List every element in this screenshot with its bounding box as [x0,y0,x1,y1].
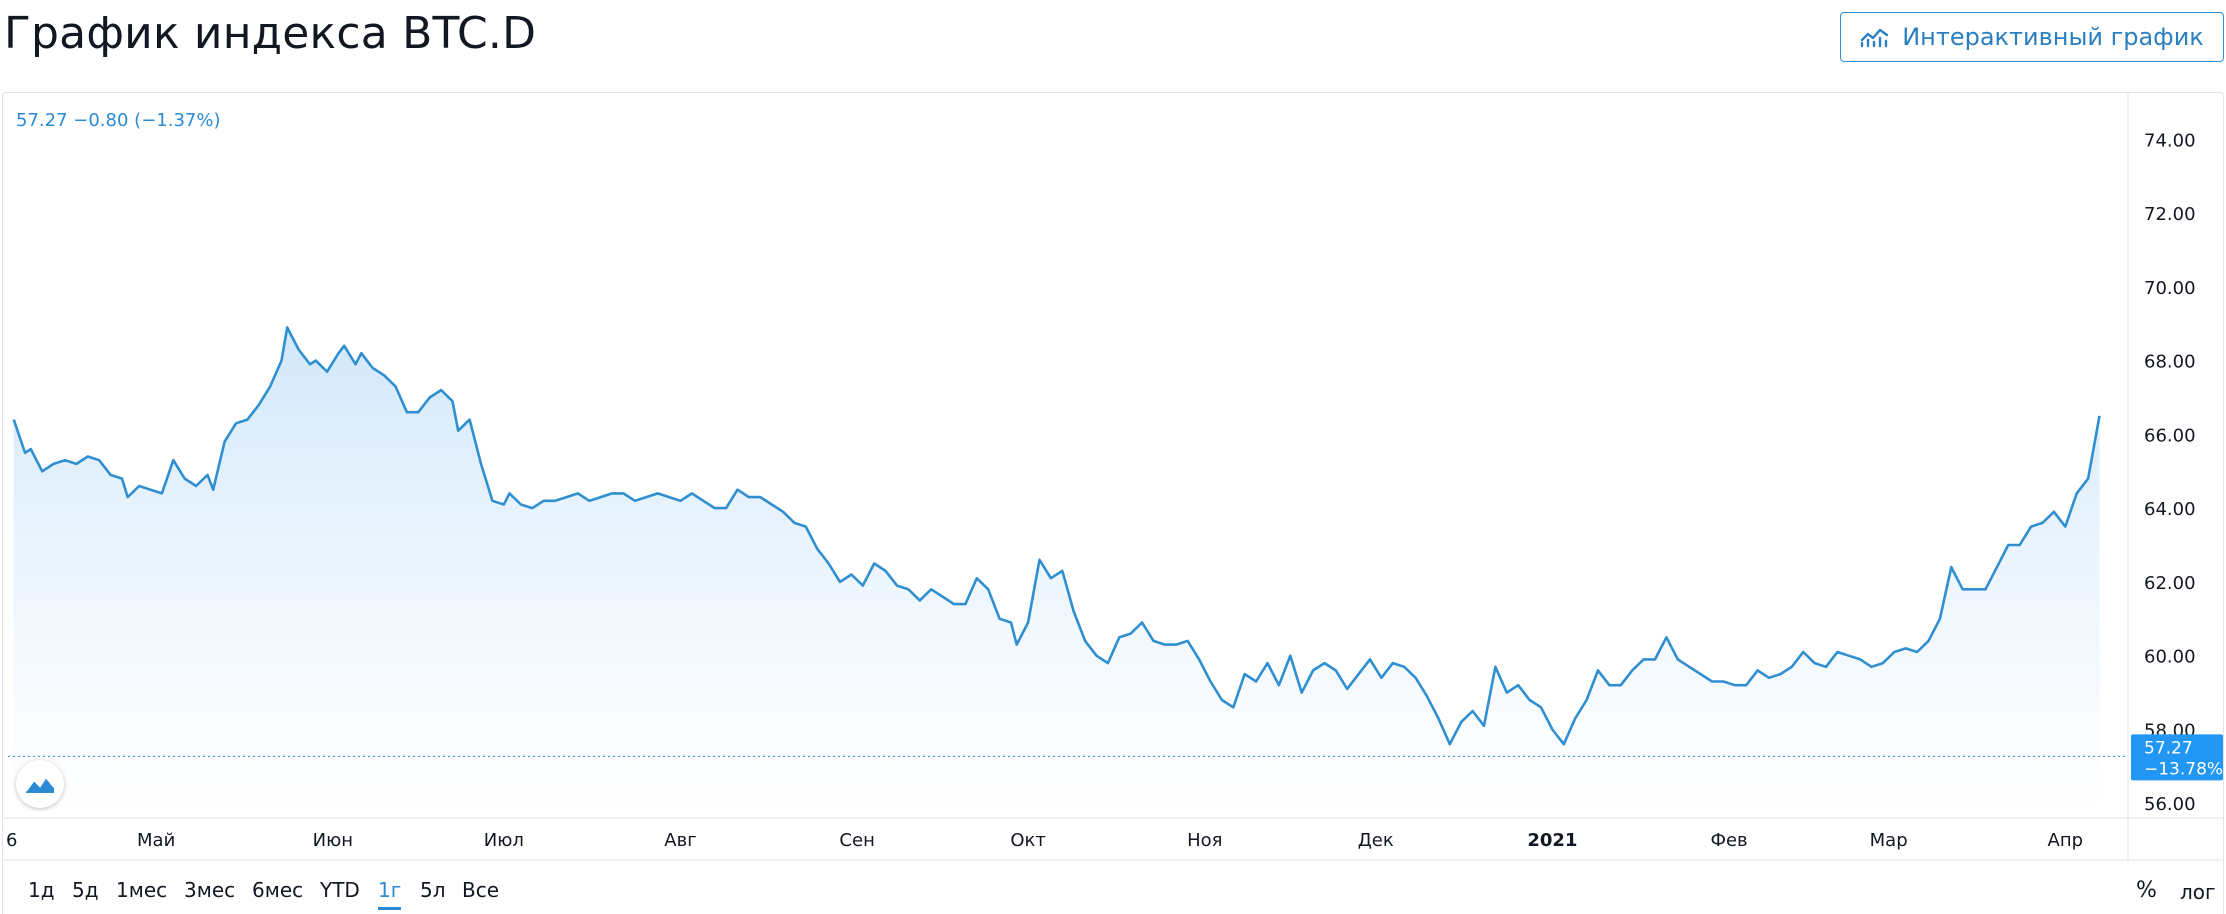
legend-change-pct: (−1.37%) [134,110,221,131]
range-button-5[interactable]: YTD [320,878,360,902]
x-tick-label: Фев [1710,830,1747,851]
x-tick-label: Дек [1358,830,1394,851]
y-tick-label: 74.00 [2144,130,2196,151]
range-button-0[interactable]: 1д [28,878,55,902]
page-title: График индекса BTC.D [4,8,537,59]
chart-canvas[interactable]: 56.0058.0060.0062.0064.0066.0068.0070.00… [0,0,2226,862]
log-scale-button[interactable]: лог [2180,880,2216,904]
y-tick-label: 62.00 [2144,573,2196,594]
y-tick-label: 68.00 [2144,352,2196,373]
y-tick-label: 72.00 [2144,204,2196,225]
x-tick-label: Май [137,830,175,851]
x-tick-label: Сен [839,830,874,851]
last-price-badge [2131,734,2223,781]
x-tick-label: Ноя [1187,830,1222,851]
x-tick-label: 6 [6,830,17,851]
range-button-6[interactable]: 1г [378,878,402,910]
range-button-4[interactable]: 6мес [252,878,304,902]
percent-scale-button[interactable]: % [2136,878,2157,903]
series-area [13,327,2100,818]
range-button-7[interactable]: 5л [420,878,446,902]
range-button-2[interactable]: 1мес [116,878,168,902]
y-tick-label: 60.00 [2144,647,2196,668]
range-button-3[interactable]: 3мес [184,878,236,902]
x-tick-label: 2021 [1527,830,1577,851]
last-price-change: −13.78% [2144,759,2223,779]
tradingview-logo-icon [25,775,55,793]
series-line [12,326,2101,746]
y-tick-label: 64.00 [2144,499,2196,520]
legend-last: 57.27 [16,110,68,131]
chart-frame [2,92,2224,914]
x-tick-label: Июн [313,830,353,851]
tradingview-logo[interactable] [16,760,64,808]
legend-quote: 57.27 −0.80 (−1.37%) [16,110,220,131]
bottom-toolbar: 1д 5д 1мес 3мес 6мес YTD 1г 5л Все % лог [0,862,2226,914]
interactive-chart-label: Интерактивный график [1902,23,2204,51]
y-tick-label: 66.00 [2144,425,2196,446]
x-tick-label: Июл [484,830,524,851]
x-tick-label: Мар [1870,830,1908,851]
interactive-chart-button[interactable]: Интерактивный график [1840,12,2224,62]
y-tick-label: 70.00 [2144,278,2196,299]
y-tick-label: 56.00 [2144,794,2196,815]
legend-change: −0.80 [73,110,129,131]
last-price-value: 57.27 [2144,738,2193,758]
chart-line-icon [1861,28,1889,48]
range-button-1[interactable]: 5д [72,878,99,902]
x-tick-label: Авг [664,830,696,851]
range-button-8[interactable]: Все [462,878,500,902]
x-tick-label: Окт [1010,830,1046,851]
x-tick-label: Апр [2048,830,2084,851]
